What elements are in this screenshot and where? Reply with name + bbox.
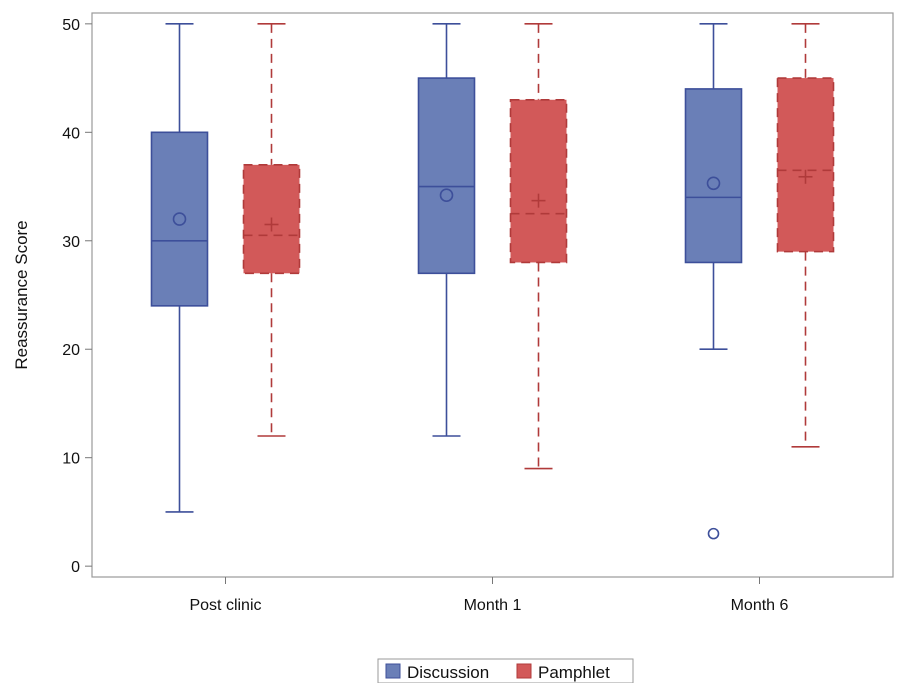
box-iqr <box>509 98 568 264</box>
mean-marker <box>706 176 721 191</box>
box-iqr <box>417 77 476 275</box>
mean-marker <box>264 217 279 232</box>
box-pamphlet-1 <box>509 23 568 470</box>
outlier-point <box>707 527 720 540</box>
mean-marker <box>531 193 546 208</box>
box-pamphlet-0 <box>242 23 301 437</box>
box-discussion-2 <box>684 23 743 540</box>
y-tick-label: 10 <box>62 451 80 468</box>
legend-swatch-pamphlet <box>516 663 532 679</box>
y-tick-label: 50 <box>62 17 80 34</box>
mean-marker <box>439 188 454 203</box>
legend-frame <box>377 658 634 683</box>
y-tick-label: 30 <box>62 234 80 251</box>
legend-label-pamphlet: Pamphlet <box>538 663 610 682</box>
box-discussion-0 <box>150 23 209 513</box>
box-iqr <box>684 88 743 264</box>
x-tick-label: Month 1 <box>464 597 522 614</box>
box-discussion-1 <box>417 23 476 437</box>
box-iqr <box>150 131 209 307</box>
box-pamphlet-2 <box>776 23 835 448</box>
y-axis-label: Reassurance Score <box>12 220 31 369</box>
box-iqr <box>776 77 835 253</box>
legend: Discussion Pamphlet <box>377 658 634 683</box>
legend-swatch-discussion <box>385 663 401 679</box>
y-tick-label: 20 <box>62 342 80 359</box>
mean-marker <box>172 212 187 226</box>
x-tick-label: Post clinic <box>189 597 261 614</box>
axes: 0 10 20 30 40 50 Post clinic Month 1 Month 6 Reas… <box>12 12 894 614</box>
y-tick-label: 40 <box>62 125 80 142</box>
y-tick-label: 0 <box>71 559 80 576</box>
plot-frame <box>91 12 894 578</box>
x-tick-label: Month 6 <box>731 597 789 614</box>
box-groups <box>150 23 835 540</box>
mean-marker <box>798 169 813 184</box>
legend-label-discussion: Discussion <box>407 663 489 682</box>
